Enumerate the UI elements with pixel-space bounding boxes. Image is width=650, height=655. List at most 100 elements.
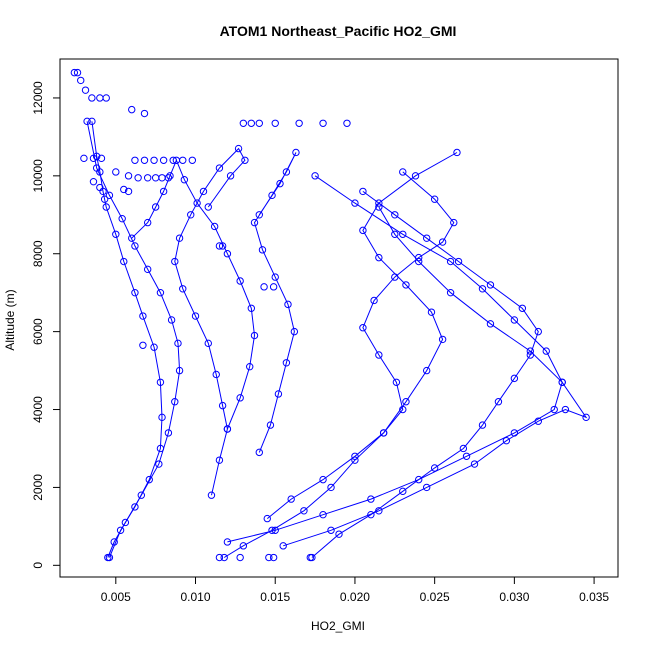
data-point: [266, 421, 275, 429]
data-point: [236, 553, 244, 562]
data-point: [399, 168, 407, 176]
data-point: [167, 316, 176, 324]
data-point: [131, 242, 139, 250]
data-point: [319, 510, 327, 519]
data-point: [370, 296, 378, 305]
data-point: [379, 429, 388, 437]
data-point: [271, 273, 279, 281]
data-point: [268, 526, 276, 534]
data-point: [399, 230, 407, 238]
data-point: [375, 253, 383, 262]
data-point: [134, 174, 142, 182]
data-point: [236, 394, 244, 402]
data-point: [319, 119, 327, 127]
data-point: [159, 156, 168, 164]
data-point: [180, 176, 189, 184]
data-point: [279, 542, 287, 550]
data-point: [246, 362, 254, 371]
x-tick-label: 0.015: [260, 590, 290, 604]
data-point: [415, 257, 423, 266]
data-point: [204, 203, 212, 211]
data-point: [486, 281, 495, 289]
data-point: [260, 283, 268, 291]
data-point: [359, 187, 367, 196]
data-point: [143, 265, 152, 274]
x-axis-label: HO2_GMI: [311, 619, 365, 633]
data-point: [204, 339, 212, 348]
data-point: [96, 183, 104, 192]
data-point: [422, 366, 431, 375]
data-point: [284, 300, 292, 309]
data-point: [351, 452, 359, 460]
data-point: [391, 211, 399, 219]
series-line: [227, 175, 563, 543]
data-point: [534, 417, 542, 425]
data-point: [526, 351, 535, 359]
data-point: [151, 203, 160, 211]
data-point: [550, 405, 558, 414]
data-point: [510, 374, 519, 383]
data-point: [335, 530, 343, 538]
data-point: [70, 68, 79, 77]
data-point: [218, 242, 227, 250]
data-point: [402, 398, 410, 406]
data-point: [247, 304, 256, 312]
data-point: [120, 257, 128, 266]
data-point: [402, 281, 410, 289]
data-point: [265, 553, 273, 562]
y-tick-label: 0: [31, 562, 45, 569]
data-point: [73, 68, 82, 77]
data-point: [478, 421, 487, 429]
data-point: [269, 553, 278, 562]
data-point: [453, 148, 461, 157]
data-point: [274, 390, 283, 398]
data-point: [415, 253, 423, 262]
x-tick-label: 0.030: [499, 590, 529, 604]
data-point: [255, 448, 263, 457]
data-point: [218, 401, 227, 410]
data-point: [112, 168, 120, 176]
data-point: [110, 538, 118, 546]
data-point: [139, 341, 147, 349]
data-point: [83, 117, 91, 126]
data-point: [561, 405, 570, 414]
data-point: [327, 526, 335, 534]
data-point: [359, 226, 367, 235]
data-point: [207, 491, 216, 499]
data-point: [158, 413, 166, 422]
data-point: [188, 156, 197, 164]
y-tick-label: 4000: [31, 396, 45, 423]
data-point: [327, 483, 335, 492]
data-point: [89, 154, 98, 163]
data-point: [210, 222, 219, 231]
data-point: [143, 218, 152, 227]
x-tick-label: 0.005: [101, 590, 131, 604]
data-point: [247, 119, 256, 127]
data-point: [102, 94, 110, 102]
data-point: [215, 242, 224, 250]
data-point: [156, 378, 165, 386]
data-point: [175, 234, 184, 242]
data-point: [145, 475, 153, 484]
data-point: [187, 211, 195, 219]
data-point: [131, 156, 139, 164]
data-point: [430, 195, 439, 203]
data-point: [430, 464, 439, 472]
data-point: [121, 518, 130, 527]
data-point: [287, 495, 295, 503]
data-point: [258, 246, 267, 254]
data-point: [239, 542, 248, 550]
data-point: [236, 277, 244, 285]
data-point: [140, 109, 149, 118]
data-point: [159, 187, 168, 196]
data-point: [351, 456, 359, 464]
data-point: [367, 495, 375, 503]
data-point: [359, 324, 367, 332]
data-point: [120, 185, 128, 194]
data-point: [255, 211, 263, 219]
data-point: [268, 191, 276, 200]
data-point: [81, 86, 90, 94]
data-point: [128, 234, 136, 242]
data-point: [166, 172, 174, 180]
data-point: [502, 436, 511, 445]
